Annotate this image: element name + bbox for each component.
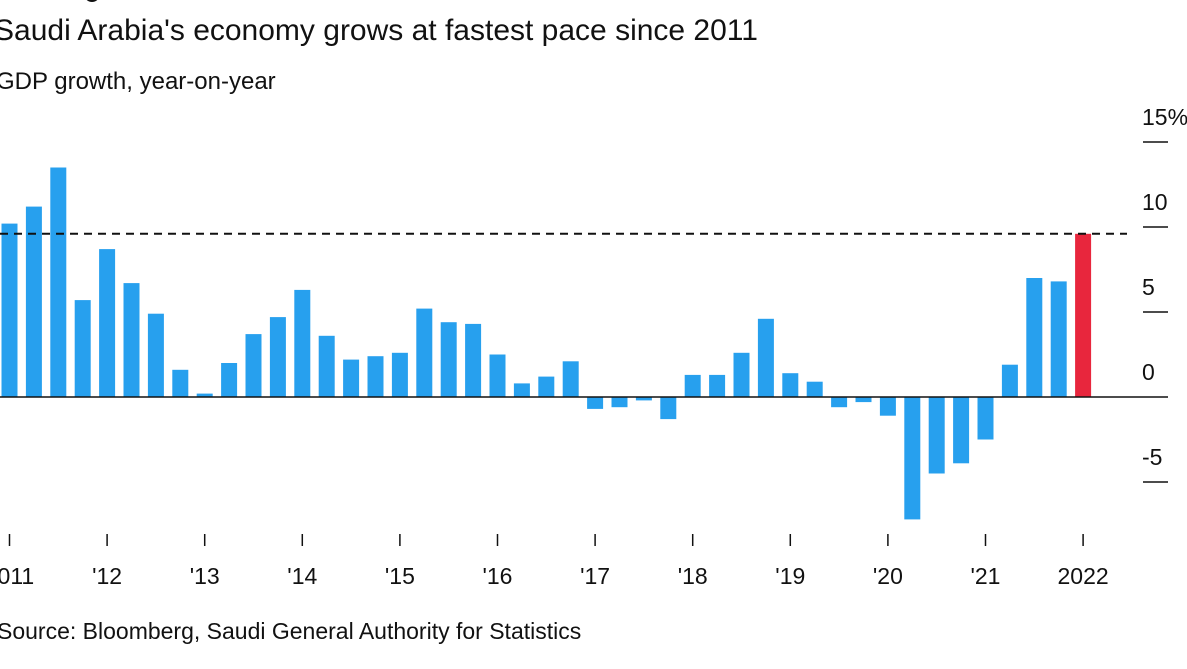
bar — [757, 318, 774, 397]
bar — [562, 361, 579, 397]
bar — [147, 313, 164, 397]
chart-subtitle: GDP growth, year-on-year — [0, 68, 276, 95]
x-tick-label: '19 — [775, 563, 805, 589]
x-tick-label: '16 — [483, 563, 513, 589]
bar — [904, 397, 921, 520]
bars-group — [1, 167, 1092, 520]
bar — [367, 356, 384, 397]
x-tick-label: '12 — [92, 563, 122, 589]
bar — [416, 308, 433, 397]
bar — [172, 369, 189, 397]
bar — [806, 381, 823, 397]
bar-highlight — [1075, 233, 1092, 397]
bar — [123, 283, 140, 397]
bar — [660, 397, 677, 420]
bar — [611, 397, 628, 408]
bar — [269, 317, 286, 397]
x-tick-label: 2011 — [0, 563, 34, 589]
bar — [221, 363, 238, 397]
x-tick-label: 2022 — [1058, 563, 1109, 589]
bar — [709, 374, 726, 397]
bar — [1026, 278, 1043, 397]
bar — [318, 335, 335, 397]
y-tick-label: 0 — [1142, 359, 1155, 385]
cropped-heading-glyph — [84, 0, 100, 2]
bar — [977, 397, 994, 440]
bar — [440, 322, 457, 397]
y-tick-label: -5 — [1142, 444, 1162, 470]
bar — [294, 289, 311, 397]
x-tick-label: '20 — [873, 563, 903, 589]
y-tick-label: 5 — [1142, 274, 1155, 300]
x-tick-label: '17 — [580, 563, 610, 589]
bar — [855, 397, 872, 403]
bar — [733, 352, 750, 397]
bar — [1001, 364, 1018, 397]
x-axis: 2011 '12 '13 '14 '15 '16 '17 '18 '19 '20 '21 2022 — [0, 534, 1109, 589]
bar — [538, 376, 555, 397]
bar — [245, 334, 262, 397]
bar — [782, 373, 799, 397]
bar — [196, 393, 213, 397]
bar — [635, 397, 652, 401]
bar — [489, 354, 506, 397]
x-tick-label: '14 — [287, 563, 317, 589]
bar — [1050, 281, 1067, 397]
bar — [587, 397, 604, 409]
y-tick-label: 10 — [1142, 189, 1168, 215]
bar — [343, 359, 360, 397]
bar — [928, 397, 945, 474]
bar — [1, 223, 18, 397]
x-tick-label: '21 — [971, 563, 1001, 589]
bar — [99, 249, 116, 397]
y-axis: 15% 10 5 0 -5 — [1142, 104, 1187, 483]
y-tick-label: 15% — [1142, 104, 1187, 130]
x-tick-label: '15 — [385, 563, 415, 589]
bar — [684, 374, 701, 397]
bar — [50, 167, 67, 397]
bar — [465, 323, 482, 397]
bar — [513, 383, 530, 397]
x-tick-label: '13 — [190, 563, 220, 589]
x-tick-label: '18 — [678, 563, 708, 589]
bar — [25, 206, 42, 397]
chart-source: Source: Bloomberg, Saudi General Authori… — [0, 618, 582, 644]
bar — [391, 352, 408, 397]
bar — [831, 397, 848, 408]
bar — [953, 397, 970, 464]
bar — [74, 300, 91, 397]
chart-title: Saudi Arabia's economy grows at fastest … — [0, 14, 758, 47]
bar — [879, 397, 896, 416]
